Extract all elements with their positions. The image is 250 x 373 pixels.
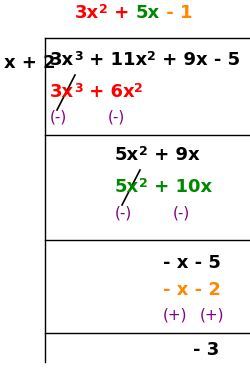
Text: + 9x - 5: + 9x - 5 bbox=[156, 51, 240, 69]
Text: + 6x: + 6x bbox=[83, 83, 134, 101]
Text: 3: 3 bbox=[74, 50, 83, 63]
Text: + 11x: + 11x bbox=[83, 51, 147, 69]
Text: 2: 2 bbox=[134, 82, 143, 95]
Text: 5x: 5x bbox=[115, 146, 139, 164]
Text: - 3: - 3 bbox=[193, 341, 219, 359]
Text: -: - bbox=[160, 4, 180, 22]
Text: (-): (-) bbox=[115, 206, 132, 221]
Text: +: + bbox=[108, 4, 136, 22]
Text: 3x: 3x bbox=[75, 4, 99, 22]
Text: 2: 2 bbox=[139, 145, 148, 158]
Text: x + 2: x + 2 bbox=[4, 54, 56, 72]
Text: (+): (+) bbox=[200, 308, 224, 323]
Text: 3: 3 bbox=[74, 82, 83, 95]
Text: (+): (+) bbox=[163, 308, 188, 323]
Text: 2: 2 bbox=[139, 177, 148, 190]
Text: 2: 2 bbox=[147, 50, 156, 63]
Text: + 10x: + 10x bbox=[148, 178, 212, 196]
Text: - x - 5: - x - 5 bbox=[163, 254, 221, 272]
Text: - x - 2: - x - 2 bbox=[163, 281, 221, 299]
Text: + 9x: + 9x bbox=[148, 146, 200, 164]
Text: (-): (-) bbox=[50, 110, 67, 125]
Text: (-): (-) bbox=[173, 206, 190, 221]
Text: 3x: 3x bbox=[50, 83, 74, 101]
Text: 5x: 5x bbox=[136, 4, 160, 22]
Text: 5x: 5x bbox=[115, 178, 139, 196]
Text: (-): (-) bbox=[108, 110, 125, 125]
Text: 1: 1 bbox=[180, 4, 192, 22]
Text: 3x: 3x bbox=[50, 51, 74, 69]
Text: 2: 2 bbox=[99, 3, 108, 16]
